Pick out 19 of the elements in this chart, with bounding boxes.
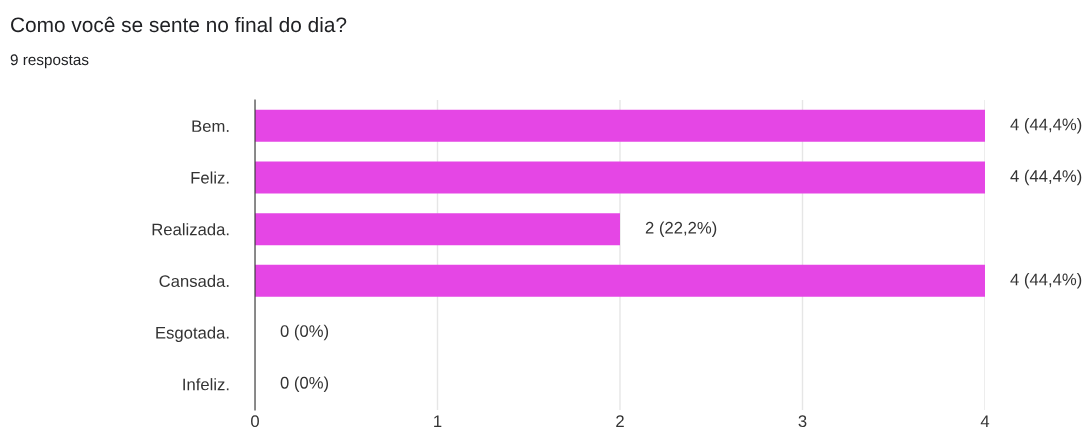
text: 9 respostas	[10, 54, 89, 69]
chart-title: Como você se sente no final do dia?	[11, 16, 347, 33]
data-label: 0 (0%)	[280, 324, 329, 341]
data-label: 4 (44,4%)	[1010, 118, 1082, 134]
y-tick-label: Bem.	[192, 120, 229, 133]
y-tick-label: Cansada.	[159, 274, 229, 288]
data-label: 0 (0%)	[280, 376, 329, 392]
x-tick-label: 0	[251, 415, 259, 428]
y-tick-label: Infeliz.	[183, 378, 229, 391]
data-label: 4 (44,4%)	[1010, 169, 1082, 186]
x-tick-label: 2	[616, 415, 624, 427]
data-label: 2 (22,2%)	[645, 221, 717, 237]
y-tick-label: Realizada.	[152, 223, 229, 236]
x-tick-label: 3	[798, 415, 807, 428]
y-tick-label: Feliz.	[191, 171, 229, 184]
data-label: 4 (44,4%)	[1010, 273, 1082, 289]
y-tick-label: Esgotada.	[156, 326, 229, 342]
x-tick-label: 4	[980, 415, 990, 427]
x-tick-label: 1	[434, 415, 442, 427]
